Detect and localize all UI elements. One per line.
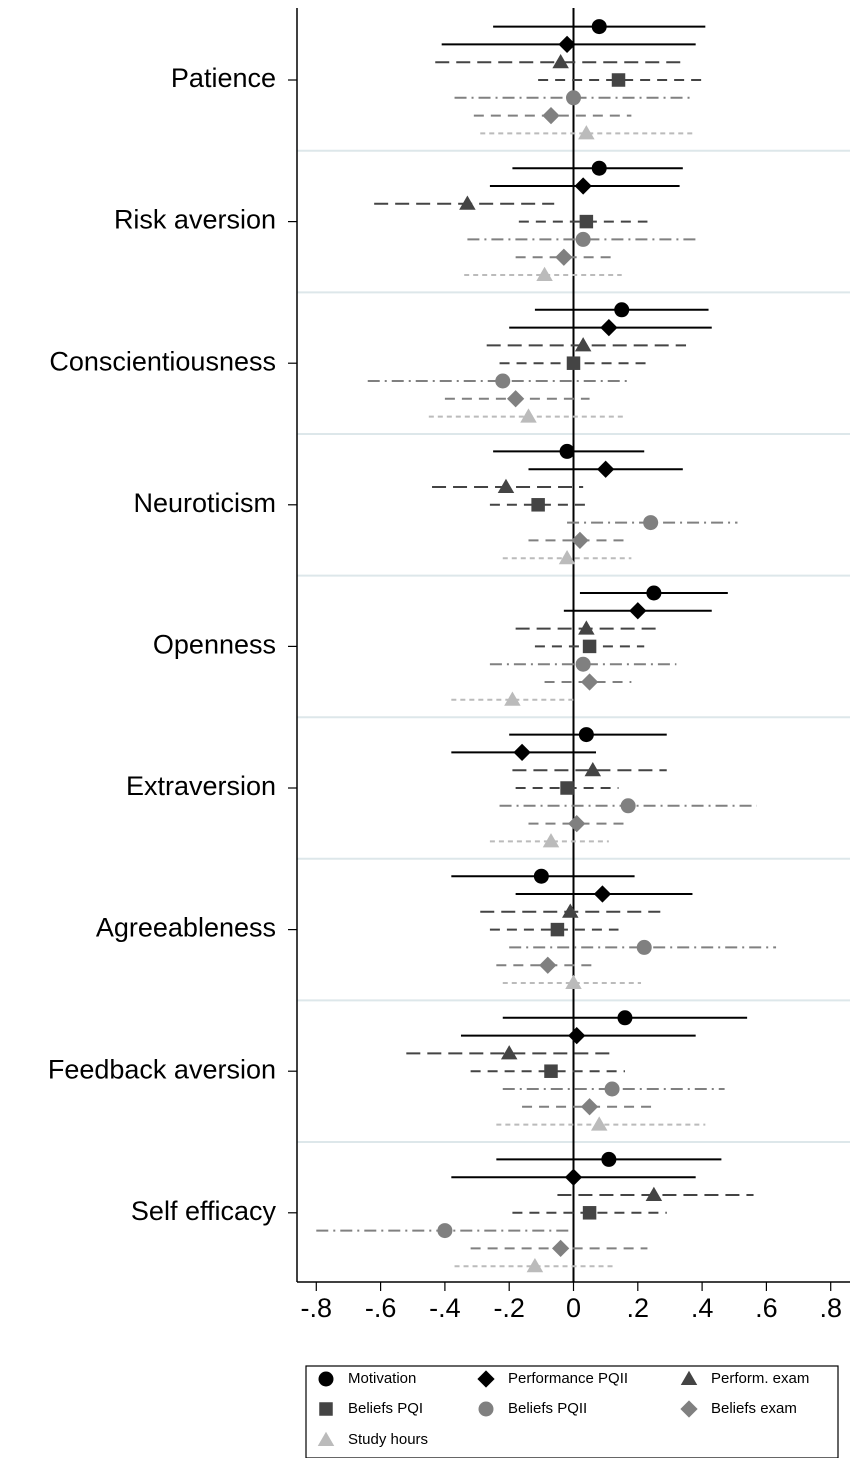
x-tick-label: .8: [819, 1293, 842, 1323]
legend-label: Performance PQII: [508, 1370, 628, 1387]
marker: [560, 781, 574, 795]
marker: [533, 868, 549, 884]
legend-marker: [680, 1370, 698, 1385]
legend-label: Beliefs PQII: [508, 1400, 587, 1417]
marker: [575, 656, 591, 672]
marker: [568, 1026, 586, 1045]
marker: [617, 1010, 633, 1026]
marker: [593, 885, 612, 903]
x-tick-label: .2: [627, 1293, 650, 1323]
marker: [562, 903, 579, 918]
legend-marker: [477, 1370, 495, 1388]
marker: [604, 1081, 620, 1097]
marker: [500, 1045, 518, 1060]
marker: [459, 195, 476, 210]
marker: [558, 35, 576, 54]
marker: [643, 515, 659, 531]
legend-marker: [478, 1401, 494, 1417]
marker: [565, 974, 582, 989]
marker: [571, 531, 589, 550]
legend-label: Motivation: [348, 1370, 416, 1387]
category-label: Extraversion: [126, 771, 276, 801]
marker: [591, 160, 607, 176]
marker: [497, 478, 515, 493]
marker: [646, 585, 662, 601]
marker: [564, 1168, 583, 1186]
marker: [597, 460, 615, 478]
category-label: Neuroticism: [133, 488, 276, 518]
marker: [629, 602, 647, 620]
marker: [614, 302, 630, 318]
legend-label: Study hours: [348, 1431, 428, 1448]
marker: [552, 1239, 570, 1258]
marker: [591, 19, 607, 35]
category-label: Self efficacy: [131, 1196, 277, 1226]
x-tick-label: .6: [755, 1293, 778, 1323]
marker: [600, 318, 618, 337]
marker: [578, 727, 594, 743]
marker: [566, 90, 581, 106]
marker: [574, 177, 592, 195]
x-tick-label: .4: [691, 1293, 714, 1323]
category-label: Feedback aversion: [48, 1054, 276, 1084]
marker: [580, 673, 599, 691]
marker: [531, 498, 545, 512]
marker: [636, 939, 652, 955]
marker: [552, 53, 569, 69]
marker: [542, 106, 560, 125]
marker: [579, 214, 594, 229]
marker: [542, 833, 560, 848]
marker: [566, 356, 581, 370]
x-tick-label: -.6: [365, 1293, 397, 1323]
marker: [539, 956, 557, 974]
marker: [507, 390, 525, 408]
marker: [601, 1151, 617, 1167]
marker: [568, 814, 586, 833]
marker: [437, 1223, 453, 1239]
marker: [555, 248, 573, 266]
marker: [582, 1206, 597, 1220]
marker: [574, 337, 592, 352]
x-tick-label: 0: [566, 1293, 581, 1323]
x-tick-label: -.4: [429, 1293, 461, 1323]
marker: [504, 691, 521, 706]
marker: [611, 73, 626, 87]
marker: [520, 408, 537, 423]
marker: [580, 1098, 599, 1116]
marker: [526, 1257, 544, 1273]
category-label: Risk aversion: [114, 205, 276, 235]
legend-box: [305, 1365, 839, 1458]
category-label: Conscientiousness: [49, 346, 276, 376]
marker: [578, 620, 595, 635]
marker: [590, 1116, 608, 1131]
marker: [513, 743, 531, 762]
marker: [582, 639, 597, 654]
legend-label: Beliefs PQI: [348, 1400, 423, 1417]
marker: [550, 922, 565, 937]
marker: [578, 125, 595, 140]
category-label: Agreeableness: [96, 913, 276, 943]
marker: [559, 443, 575, 459]
marker: [645, 1186, 663, 1201]
legend-marker: [317, 1431, 335, 1446]
legend-marker: [319, 1402, 333, 1416]
marker: [575, 231, 591, 247]
x-tick-label: -.2: [493, 1293, 525, 1323]
legend-label: Perform. exam: [711, 1370, 809, 1387]
marker: [544, 1064, 558, 1078]
category-label: Openness: [153, 630, 276, 660]
legend-label: Beliefs exam: [711, 1400, 797, 1417]
category-label: Patience: [171, 63, 276, 93]
marker: [495, 373, 511, 389]
marker: [584, 761, 602, 777]
legend-marker: [680, 1400, 698, 1418]
marker: [536, 266, 553, 281]
marker: [620, 798, 636, 814]
legend-marker: [318, 1371, 334, 1387]
marker: [558, 549, 576, 565]
x-tick-label: -.8: [301, 1293, 333, 1323]
